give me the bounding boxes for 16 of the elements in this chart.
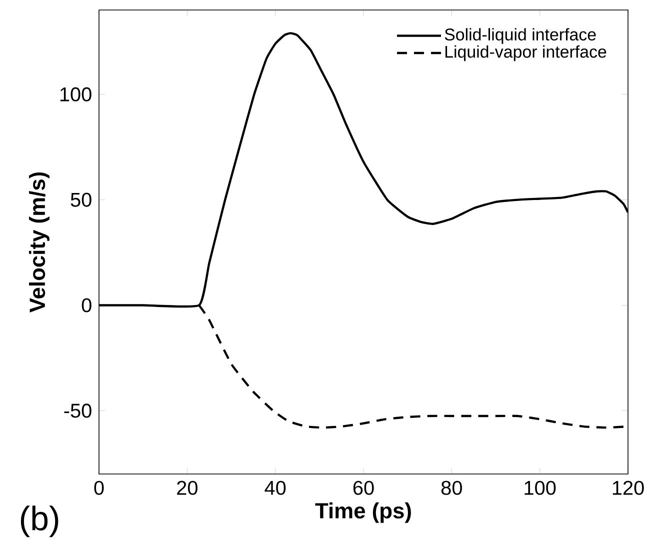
y-axis-title: Velocity (m/s) [29, 172, 50, 312]
x-tick-label: 120 [612, 480, 644, 495]
y-tick-label: 50 [70, 192, 92, 207]
y-tick-label: -50 [64, 404, 92, 418]
x-tick-label: 40 [264, 480, 286, 495]
x-tick-label: 100 [524, 480, 556, 495]
legend-label: Liquid-vapor interface [445, 45, 606, 62]
x-tick-label: 0 [94, 480, 104, 495]
x-tick-label: 80 [441, 480, 462, 495]
y-tick-label: 0 [82, 298, 92, 312]
x-axis-title: Time (ps) [315, 502, 411, 523]
y-tick-label: 100 [60, 87, 92, 102]
x-tick-label: 20 [177, 480, 198, 495]
text: (b) [20, 506, 58, 538]
x-tick-label: 60 [353, 480, 374, 495]
legend-label: Solid-liquid interface [444, 28, 596, 44]
